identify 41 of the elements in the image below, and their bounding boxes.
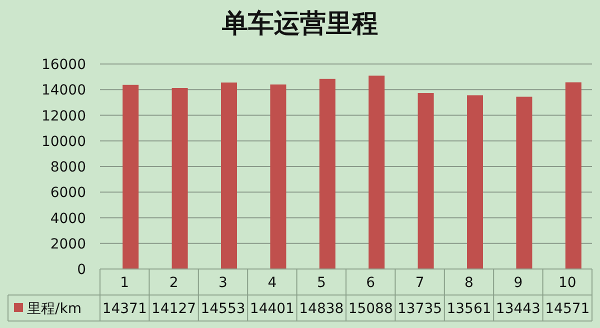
legend-label: 里程/km — [27, 301, 82, 317]
x-tick-label: 8 — [464, 275, 474, 291]
bar — [418, 93, 434, 269]
bar — [319, 78, 336, 269]
bar — [270, 84, 286, 269]
y-tick-label: 6000 — [50, 185, 86, 202]
data-label: 14371 — [102, 301, 147, 317]
data-label: 14838 — [299, 301, 344, 317]
y-tick-label: 10000 — [41, 134, 86, 150]
bar — [221, 82, 237, 269]
bar — [565, 82, 582, 269]
x-tick-label: 10 — [558, 275, 576, 291]
data-label: 15088 — [348, 301, 393, 317]
bar — [516, 96, 532, 269]
x-tick-label: 9 — [514, 275, 523, 291]
x-tick-label: 2 — [169, 275, 178, 291]
y-tick-label: 0 — [77, 262, 86, 278]
bar — [122, 84, 139, 269]
chart-title: 单车运营里程 — [221, 9, 378, 39]
y-tick-label: 4000 — [50, 210, 86, 227]
bar — [467, 95, 483, 269]
x-tick-label: 6 — [366, 275, 376, 291]
bar — [368, 76, 385, 269]
data-label: 13735 — [398, 301, 442, 317]
y-tick-label: 2000 — [50, 236, 86, 252]
data-label: 14401 — [250, 301, 294, 317]
x-tick-label: 7 — [415, 275, 424, 291]
y-tick-label: 8000 — [50, 160, 86, 176]
x-tick-label: 5 — [316, 275, 326, 291]
x-tick-label: 3 — [218, 275, 228, 291]
data-label: 14553 — [200, 301, 246, 317]
bar — [172, 88, 188, 269]
y-tick-label: 14000 — [41, 82, 86, 99]
data-label: 13561 — [446, 301, 492, 317]
x-tick-label: 4 — [268, 275, 277, 291]
x-tick-label: 1 — [120, 275, 130, 291]
y-tick-label: 16000 — [41, 57, 86, 73]
y-tick-label: 12000 — [41, 108, 86, 124]
data-label: 13443 — [496, 301, 540, 317]
data-label: 14571 — [545, 301, 590, 317]
data-label: 14127 — [152, 301, 196, 317]
